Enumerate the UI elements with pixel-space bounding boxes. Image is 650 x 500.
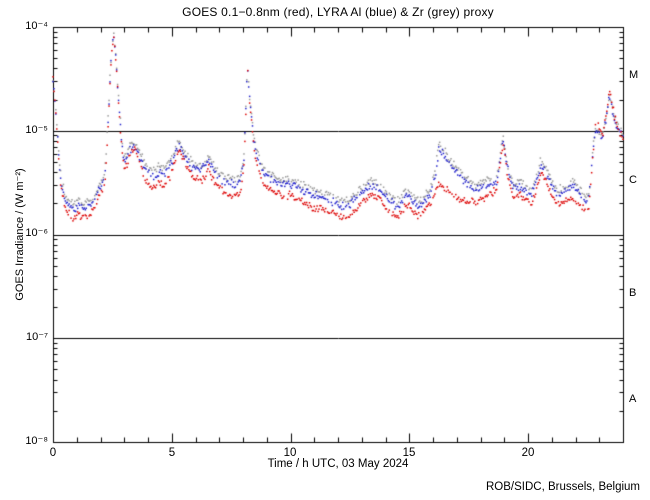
x-tick-20: 20 — [521, 447, 535, 459]
y-tick-1e-7: 10⁻⁷ — [25, 331, 48, 343]
y-tick-1e-6: 10⁻⁶ — [25, 227, 48, 239]
y-tick-1e-5: 10⁻⁵ — [25, 124, 48, 136]
credit-text: ROB/SIDC, Brussels, Belgium — [485, 481, 640, 493]
x-tick-5: 5 — [168, 447, 176, 459]
x-tick-10: 10 — [283, 447, 297, 459]
flare-class-m: M — [629, 69, 639, 81]
x-axis-label: Time / h UTC, 03 May 2024 — [267, 458, 409, 470]
flare-class-b: B — [629, 287, 637, 299]
y-tick-1e-8: 10⁻⁸ — [25, 435, 48, 447]
chart-title: GOES 0.1−0.8nm (red), LYRA Al (blue) & Z… — [182, 5, 494, 19]
x-tick-0: 0 — [49, 447, 57, 459]
x-tick-15: 15 — [402, 447, 416, 459]
flare-class-a: A — [629, 393, 637, 405]
y-tick-1e-4: 10⁻⁴ — [25, 20, 48, 32]
flare-class-c: C — [629, 174, 637, 186]
